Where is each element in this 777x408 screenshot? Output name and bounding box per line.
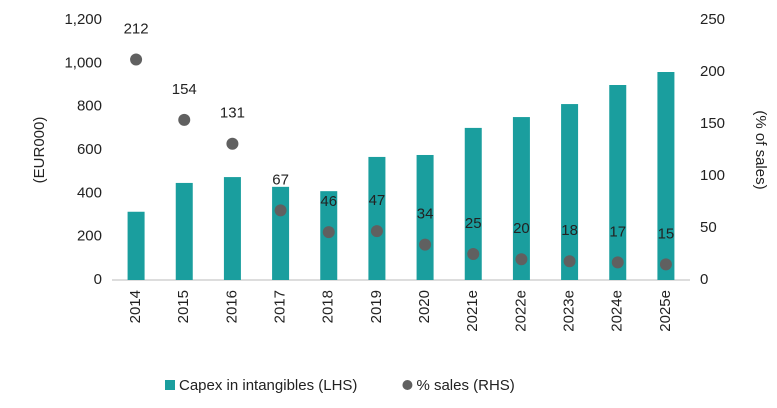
- bar: [368, 156, 386, 280]
- data-label: 67: [272, 171, 289, 188]
- data-label: 212: [124, 20, 149, 37]
- y-tick-label: 800: [77, 98, 102, 115]
- x-tick-label: 2014: [127, 290, 144, 323]
- dot: [659, 258, 672, 271]
- legend-label: % sales (RHS): [416, 377, 514, 394]
- legend-swatch: [165, 380, 175, 390]
- dot: [611, 256, 624, 269]
- bar: [561, 104, 579, 280]
- data-label: 131: [220, 105, 245, 122]
- dot: [274, 204, 287, 217]
- legend-swatch: [402, 380, 413, 390]
- data-label: 18: [561, 222, 578, 239]
- bar: [512, 117, 530, 280]
- y-tick-label: 200: [77, 228, 102, 245]
- x-tick-label: 2022e: [512, 290, 529, 332]
- bar: [609, 85, 627, 280]
- bar: [272, 186, 290, 280]
- data-label: 154: [172, 81, 197, 98]
- dot: [130, 53, 143, 66]
- dot: [467, 248, 480, 260]
- x-tick-label: 2015: [175, 290, 192, 323]
- y2-tick-label: 200: [700, 63, 725, 80]
- y2-tick-label: 0: [700, 271, 708, 288]
- dot: [226, 137, 239, 150]
- y2-tick-label: 100: [700, 167, 725, 184]
- y2-axis-label: (% of sales): [752, 110, 769, 189]
- data-label: 47: [369, 192, 386, 209]
- x-tick-label: 2019: [368, 290, 385, 323]
- x-tick-label: 2018: [320, 290, 337, 323]
- data-label: 20: [513, 220, 530, 237]
- bar: [464, 127, 482, 281]
- dot: [322, 226, 335, 239]
- dot: [178, 113, 191, 126]
- y-tick-label: 600: [77, 141, 102, 158]
- x-tick-label: 2020: [416, 290, 433, 323]
- dot: [419, 238, 432, 251]
- x-tick-label: 2023e: [561, 290, 578, 332]
- x-tick-label: 2021e: [464, 290, 481, 332]
- y-axis-label: (EUR000): [31, 117, 48, 184]
- y2-tick-label: 250: [700, 11, 725, 28]
- data-label: 34: [417, 206, 434, 223]
- y-tick-label: 400: [77, 184, 102, 201]
- x-tick-label: 2024e: [609, 290, 626, 332]
- bar: [175, 182, 193, 280]
- bar: [657, 72, 675, 280]
- y-tick-label: 0: [94, 271, 102, 288]
- bar: [223, 177, 241, 280]
- y2-tick-label: 150: [700, 115, 725, 132]
- bar: [127, 211, 145, 280]
- legend-label: Capex in intangibles (LHS): [179, 377, 357, 394]
- y2-tick-label: 50: [700, 219, 717, 236]
- data-label: 15: [658, 225, 675, 242]
- y-tick-label: 1,200: [64, 11, 102, 28]
- x-tick-label: 2025e: [657, 290, 674, 332]
- y-tick-label: 1,000: [64, 54, 102, 71]
- data-label: 17: [609, 223, 626, 240]
- dot: [515, 253, 528, 266]
- x-tick-label: 2016: [223, 290, 240, 323]
- data-label: 46: [320, 193, 337, 210]
- dot: [370, 225, 383, 238]
- x-tick-label: 2017: [272, 290, 289, 323]
- dot: [563, 255, 576, 268]
- data-label: 25: [465, 215, 482, 232]
